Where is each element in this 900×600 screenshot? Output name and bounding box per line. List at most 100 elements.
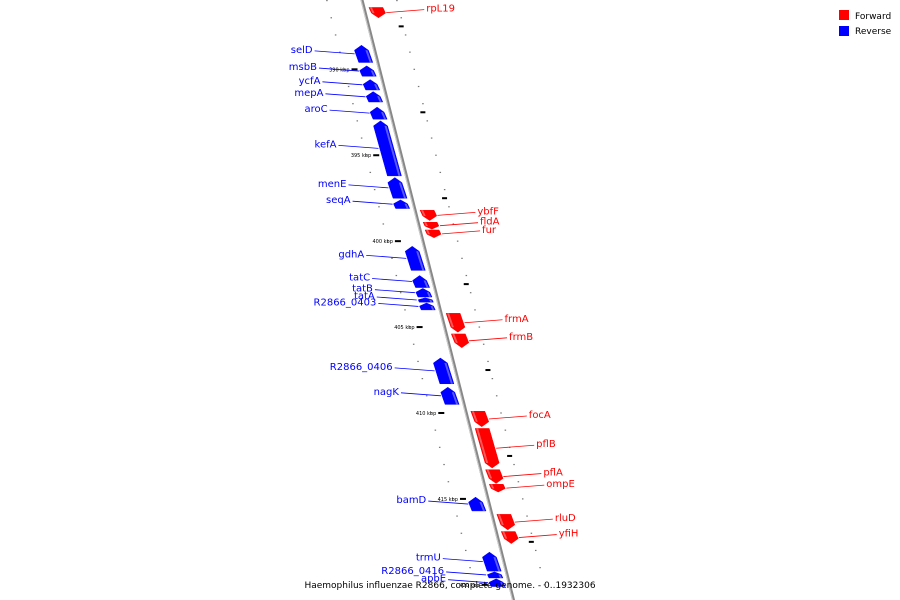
gene-arrow bbox=[468, 496, 487, 512]
gene-label[interactable]: fldA bbox=[480, 217, 500, 228]
minor-tick bbox=[434, 429, 437, 431]
minor-tick bbox=[491, 378, 494, 380]
gene-arrow bbox=[474, 428, 500, 469]
gene-fur[interactable] bbox=[424, 229, 442, 238]
minor-tick bbox=[365, 154, 367, 156]
major-tick bbox=[528, 540, 534, 543]
legend-item-reverse[interactable]: Reverse bbox=[839, 26, 892, 37]
gene-label[interactable]: apbE bbox=[421, 574, 446, 585]
gene-leader-line bbox=[374, 289, 415, 294]
gene-seqA[interactable] bbox=[393, 199, 411, 209]
gene-R2866_0403[interactable] bbox=[419, 302, 436, 311]
genome-backbone bbox=[360, 0, 516, 600]
legend-item-forward[interactable]: Forward bbox=[839, 10, 891, 22]
gene-label[interactable]: R2866_0403 bbox=[314, 297, 377, 308]
gene-label[interactable]: ycfA bbox=[299, 76, 321, 87]
gene-tatC[interactable] bbox=[412, 275, 430, 288]
minor-tick bbox=[495, 395, 498, 397]
gene-shading bbox=[490, 484, 495, 489]
gene-label[interactable]: pflA bbox=[543, 468, 563, 479]
gene-focA[interactable] bbox=[470, 411, 490, 428]
gene-shading bbox=[369, 7, 375, 14]
gene-shading bbox=[370, 70, 376, 77]
gene-frmB[interactable] bbox=[450, 333, 470, 348]
minor-tick bbox=[408, 326, 411, 328]
gene-nagK[interactable] bbox=[440, 386, 460, 405]
gene-label[interactable]: selD bbox=[291, 45, 313, 56]
gene-trmU[interactable] bbox=[482, 551, 502, 572]
major-tick bbox=[459, 497, 466, 500]
gene-label[interactable]: tatB bbox=[352, 284, 373, 295]
gene-label[interactable]: focA bbox=[529, 410, 551, 421]
gene-leader-line bbox=[400, 392, 441, 397]
gene-label[interactable]: frmA bbox=[505, 314, 529, 325]
gene-tatA[interactable] bbox=[417, 297, 434, 303]
gene-menE[interactable] bbox=[387, 177, 408, 199]
gene-label[interactable]: R2866_0416 bbox=[381, 566, 444, 577]
minor-tick bbox=[360, 137, 363, 139]
gene-shading bbox=[404, 203, 409, 209]
gene-shading bbox=[497, 514, 504, 525]
gene-pflA[interactable] bbox=[485, 469, 504, 484]
major-tick bbox=[420, 111, 426, 114]
gene-pflB[interactable] bbox=[474, 428, 500, 469]
gene-selD[interactable] bbox=[354, 44, 374, 63]
gene-tatB[interactable] bbox=[415, 288, 433, 298]
gene-label[interactable]: yfiH bbox=[559, 529, 579, 540]
gene-label[interactable]: R2866_0406 bbox=[330, 362, 393, 373]
gene-yfiH[interactable] bbox=[500, 531, 519, 544]
gene-R2866_0416[interactable] bbox=[487, 571, 504, 579]
gene-shading bbox=[381, 112, 387, 120]
gene-label[interactable]: mepA bbox=[294, 88, 323, 99]
gene-label[interactable]: trmU bbox=[416, 553, 441, 564]
gene-label[interactable]: ybfF bbox=[477, 206, 499, 217]
gene-label[interactable]: gdhA bbox=[338, 249, 364, 260]
gene-label[interactable]: frmB bbox=[509, 332, 533, 343]
gene-leader-line bbox=[322, 81, 363, 86]
gene-fldA[interactable] bbox=[422, 222, 440, 230]
gene-rpL19[interactable] bbox=[368, 7, 386, 19]
gene-label[interactable]: msbB bbox=[289, 62, 317, 73]
gene-label[interactable]: aroC bbox=[304, 104, 327, 115]
backbone-layer bbox=[360, 0, 516, 600]
gene-msbB[interactable] bbox=[359, 65, 377, 77]
gene-frmA[interactable] bbox=[445, 313, 466, 333]
legend-swatch-reverse bbox=[839, 26, 849, 36]
gene-R2866_0406[interactable] bbox=[433, 357, 455, 385]
gene-label[interactable]: fur bbox=[482, 225, 497, 236]
major-tick bbox=[373, 154, 380, 157]
gene-label[interactable]: menE bbox=[318, 179, 347, 190]
tick-label: 390 kbp bbox=[329, 67, 349, 73]
minor-tick bbox=[469, 292, 472, 294]
gene-ybfF[interactable] bbox=[419, 209, 438, 221]
gene-arrow bbox=[424, 229, 442, 238]
gene-label[interactable]: tatA bbox=[354, 291, 375, 302]
gene-label[interactable]: bamD bbox=[396, 495, 426, 506]
gene-label[interactable]: tatC bbox=[349, 273, 370, 284]
tick-label: 405 kbp bbox=[394, 325, 414, 331]
gene-aroC[interactable] bbox=[369, 106, 388, 120]
minor-tick bbox=[539, 567, 541, 569]
gene-leader-line bbox=[386, 9, 425, 14]
gene-mepA[interactable] bbox=[365, 91, 384, 103]
minor-tick bbox=[513, 463, 515, 466]
gene-leader-line bbox=[318, 67, 359, 72]
minor-tick bbox=[504, 429, 507, 431]
gene-leader-line bbox=[314, 50, 355, 55]
gene-label[interactable]: ompE bbox=[546, 479, 575, 490]
gene-label[interactable]: kefA bbox=[315, 139, 337, 150]
gene-arrow bbox=[373, 120, 402, 177]
gene-kefA[interactable] bbox=[373, 120, 402, 177]
gene-label[interactable]: pflB bbox=[536, 439, 556, 450]
gene-ycfA[interactable] bbox=[362, 79, 381, 91]
gene-bamD[interactable] bbox=[468, 496, 487, 512]
gene-label[interactable]: nagK bbox=[374, 387, 400, 398]
legend-label-reverse: Reverse bbox=[855, 27, 892, 37]
gene-gdhA[interactable] bbox=[404, 246, 426, 271]
gene-label[interactable]: rpL19 bbox=[426, 4, 455, 15]
gene-ompE[interactable] bbox=[488, 484, 506, 493]
gene-label[interactable]: rluD bbox=[555, 513, 576, 524]
gene-rluD[interactable] bbox=[496, 514, 516, 531]
gene-label[interactable]: seqA bbox=[326, 195, 351, 206]
gene-apbE[interactable] bbox=[488, 578, 506, 587]
